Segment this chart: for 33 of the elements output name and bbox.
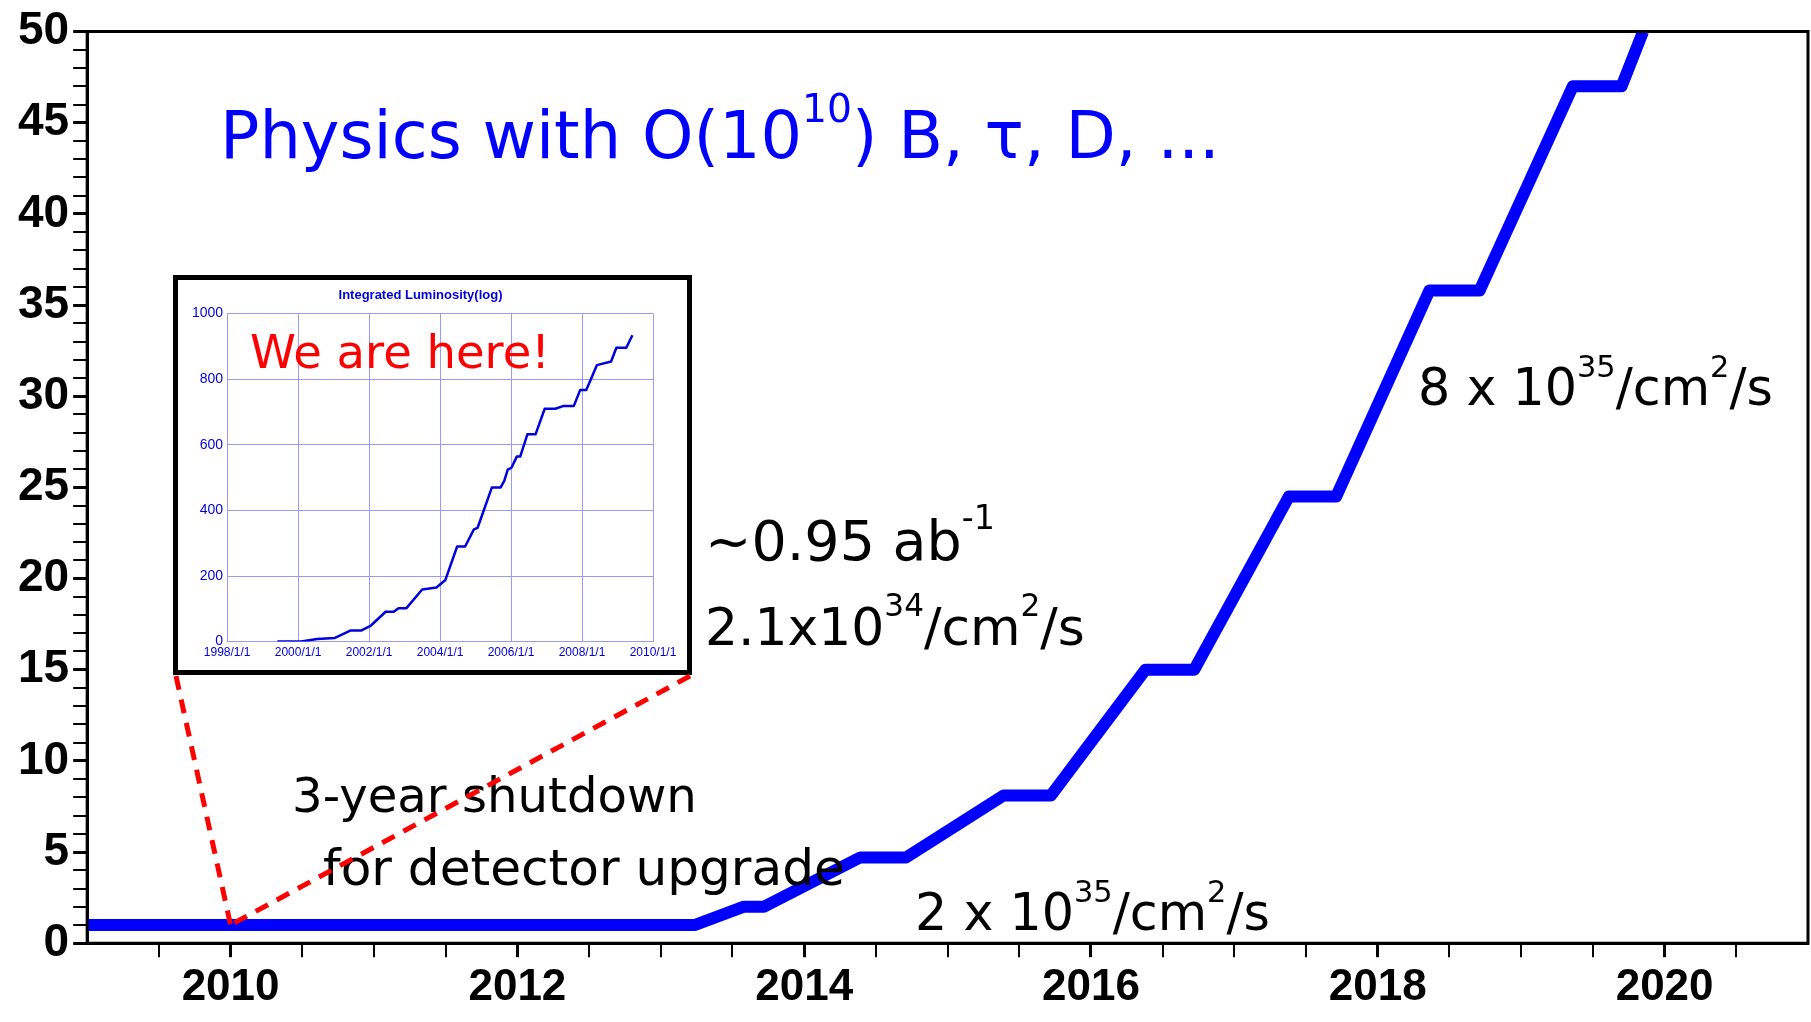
y-tick-label: 15: [17, 640, 70, 693]
y-tick-label: 200: [199, 566, 224, 583]
y-tick-label: 50: [17, 2, 70, 55]
x-tick-label: 2010/1/1: [629, 645, 677, 660]
y-tick-label: 30: [17, 366, 70, 419]
x-tick-label: 2006/1/1: [487, 645, 535, 660]
y-tick-label: 400: [199, 501, 224, 518]
y-tick-label: 800: [199, 370, 224, 387]
x-tick-label: 2016: [1042, 959, 1140, 1009]
y-tick-label: 600: [199, 435, 224, 452]
x-tick-label: 2010: [181, 959, 280, 1009]
y-tick-label: 35: [17, 275, 70, 328]
text: We are here!: [250, 325, 550, 379]
x-tick-label: 2004/1/1: [416, 645, 464, 660]
y-tick-label: 1000: [191, 304, 224, 321]
x-tick-label: 1998/1/1: [203, 645, 251, 660]
y-tick-label: 10: [17, 731, 70, 784]
chart-title: Integrated Luminosity(log): [338, 287, 503, 303]
annotation: 3-year shutdown: [292, 767, 697, 823]
y-tick-label: 40: [17, 184, 70, 237]
y-tick-label: 20: [17, 549, 70, 602]
y-tick-label: 25: [17, 458, 70, 511]
y-tick-label: 5: [43, 822, 70, 875]
x-tick-label: 2020: [1615, 959, 1714, 1009]
y-tick-label: 0: [43, 913, 70, 966]
x-tick-label: 2008/1/1: [558, 645, 606, 660]
x-tick-label: 2002/1/1: [345, 645, 393, 660]
x-tick-label: 2014: [755, 959, 854, 1009]
x-tick-label: 2000/1/1: [274, 645, 322, 660]
annotation: for detector upgrade: [323, 838, 845, 897]
x-tick-label: 2018: [1328, 959, 1427, 1009]
x-tick-label: 2012: [468, 959, 567, 1009]
y-tick-label: 45: [17, 93, 70, 146]
